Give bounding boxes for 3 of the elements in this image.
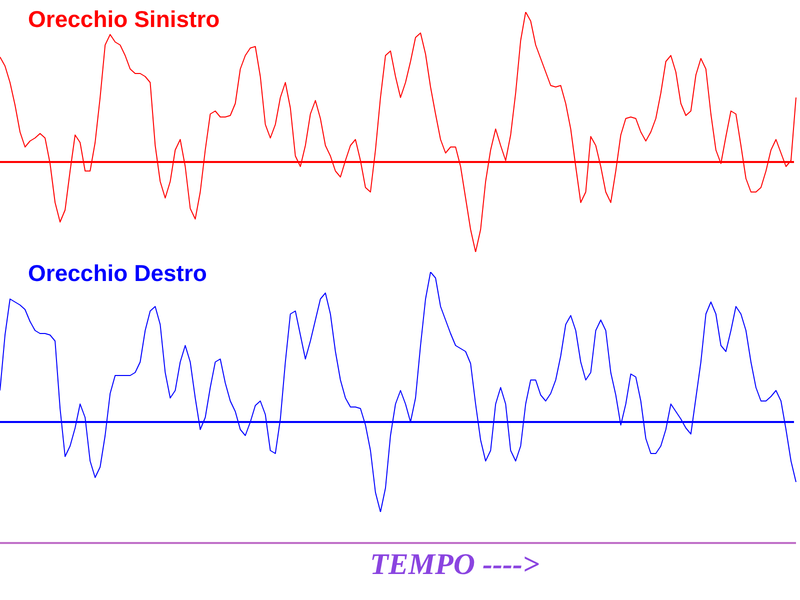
chart-title: Orecchio Destro <box>28 260 207 287</box>
chart-title: Orecchio Sinistro <box>28 6 220 33</box>
x-axis-title: TEMPO ----> <box>370 548 540 582</box>
